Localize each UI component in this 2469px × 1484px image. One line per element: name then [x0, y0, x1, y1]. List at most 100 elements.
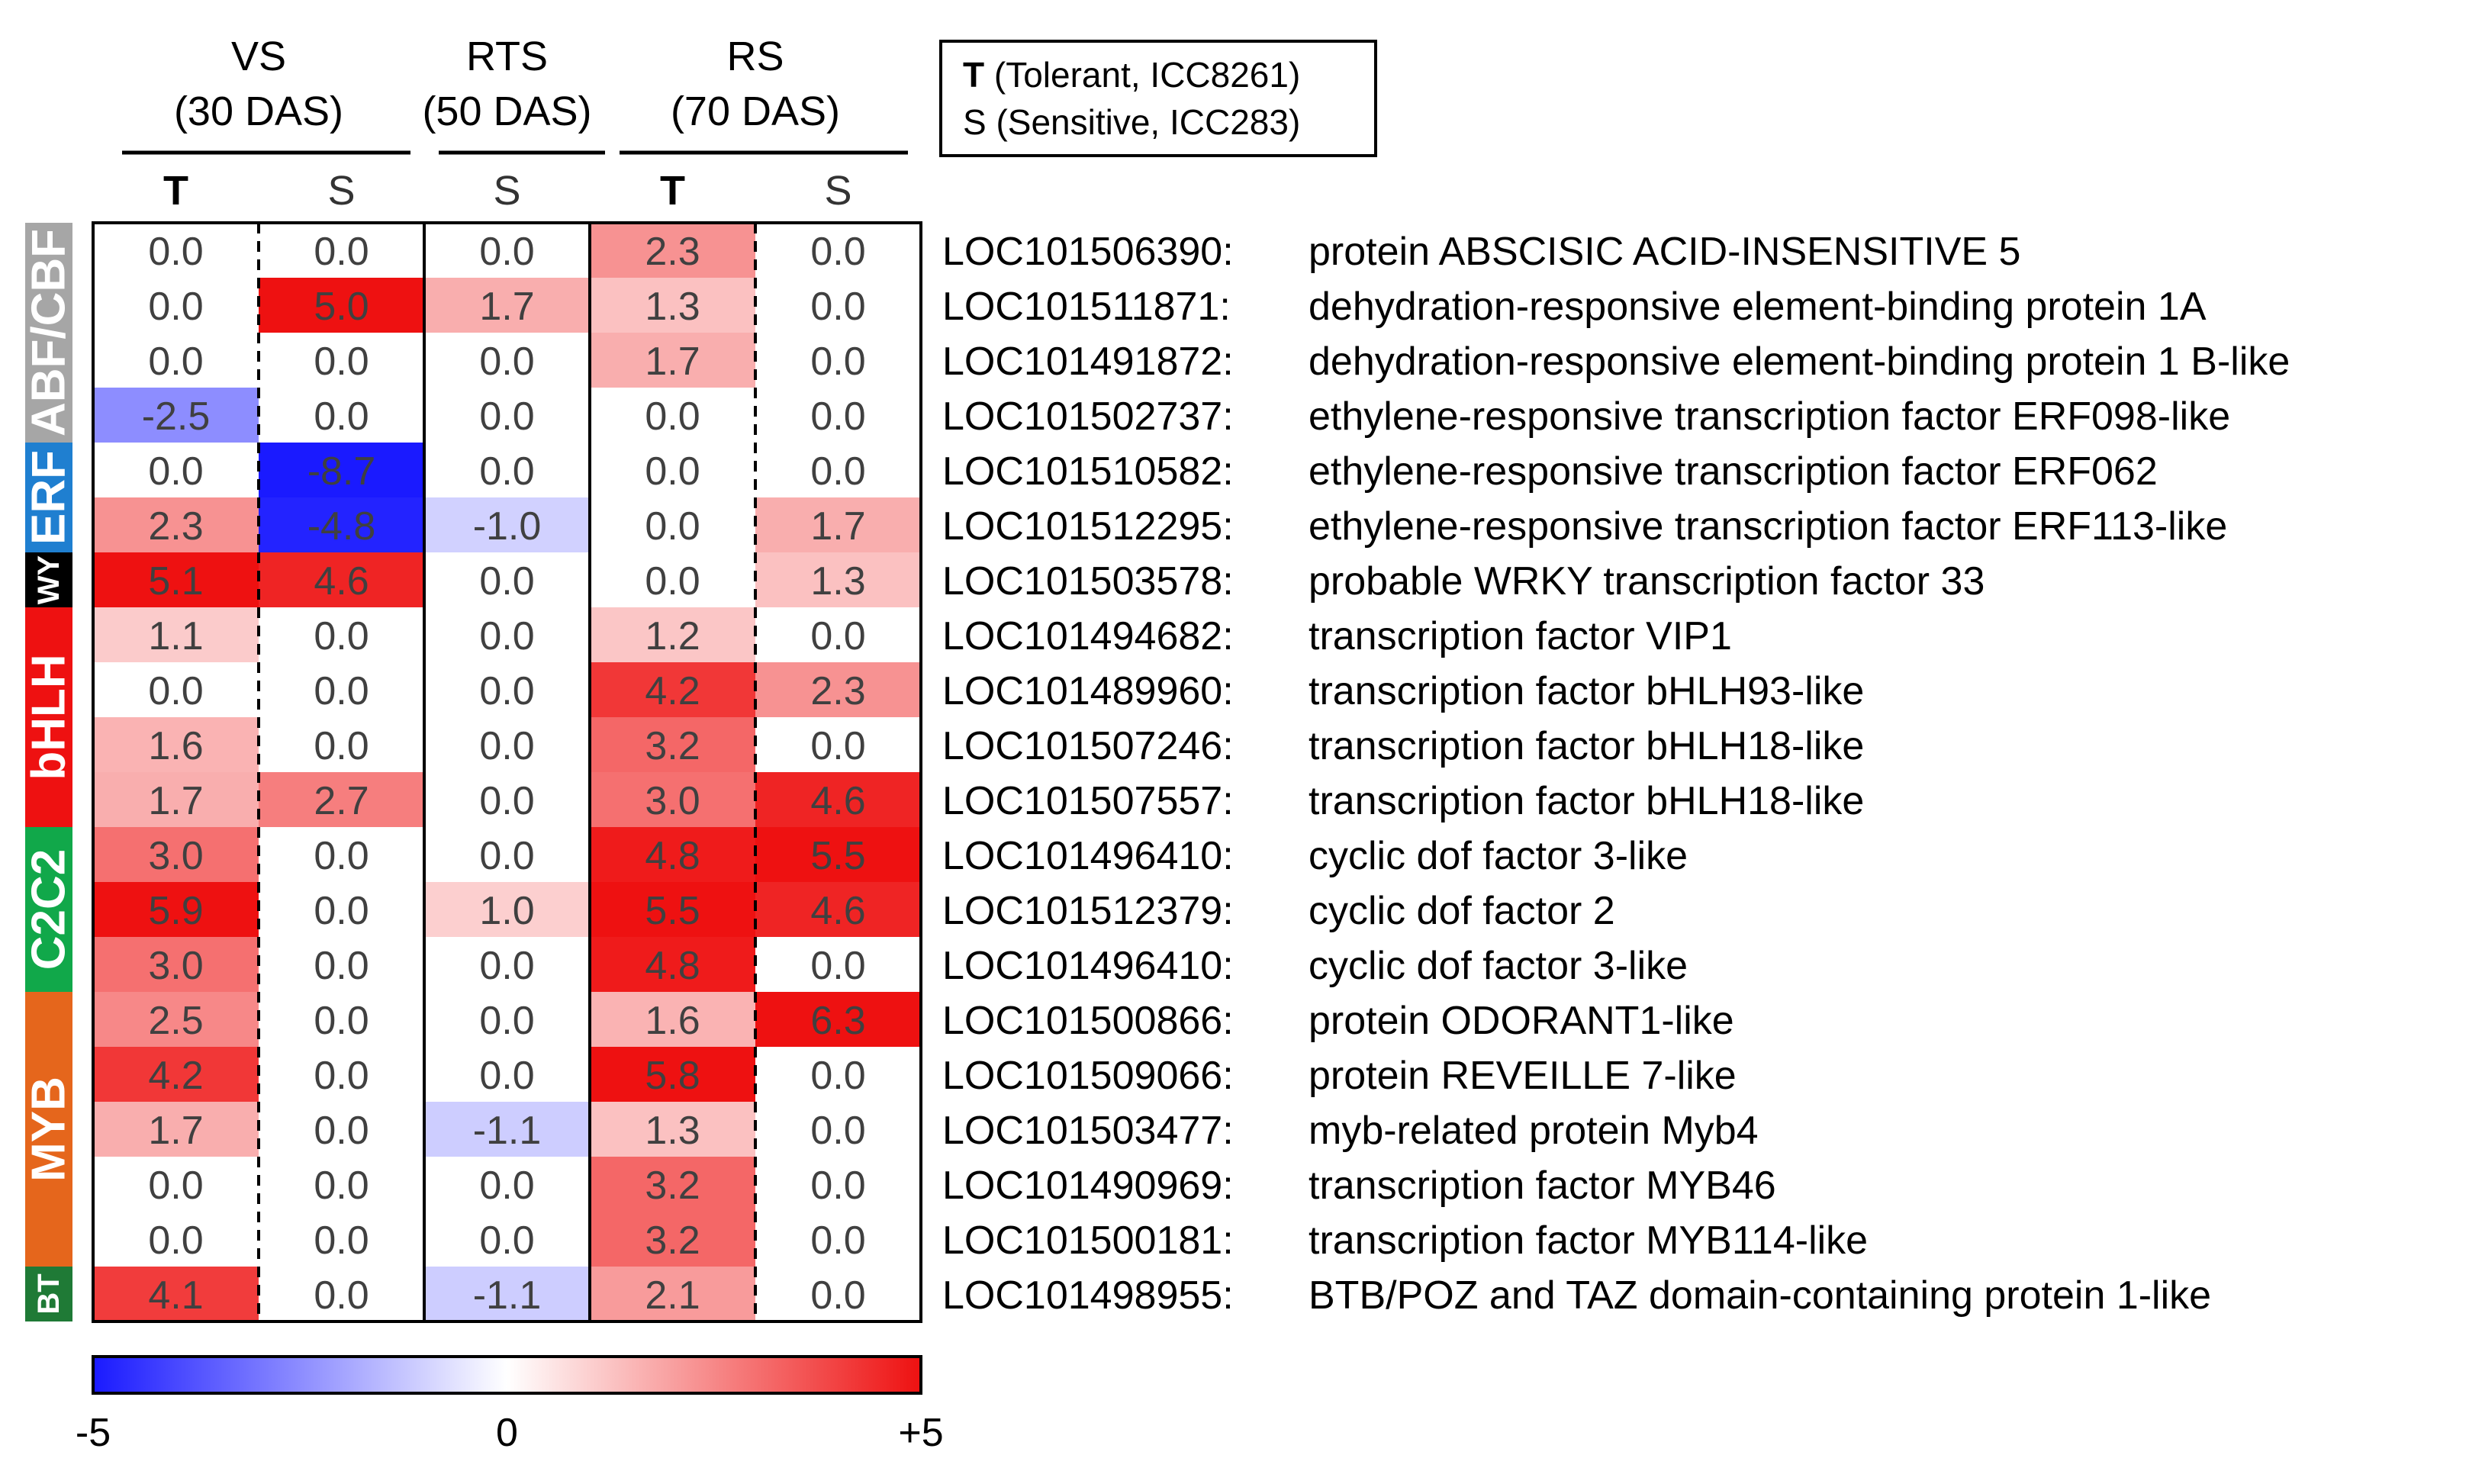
heatmap-cell: [755, 1267, 921, 1321]
cell-value: 0.0: [810, 944, 865, 988]
cell-value: 0.0: [810, 724, 865, 768]
cell-value: 1.3: [810, 559, 865, 604]
gene-id: LOC101503578:: [942, 559, 1234, 604]
gene-id: LOC101510582:: [942, 449, 1234, 494]
heatmap-cell: [590, 772, 755, 827]
cell-value: 1.3: [645, 285, 700, 329]
cell-value: 6.3: [810, 999, 865, 1043]
heatmap-cell: [590, 662, 755, 717]
heatmap-cell: [93, 1212, 259, 1267]
cell-value: -8.7: [307, 449, 376, 494]
cell-value: -4.8: [307, 504, 376, 549]
heatmap-cell: [755, 278, 921, 333]
family-bar: [25, 992, 72, 1267]
cell-value: 0.0: [314, 1218, 369, 1263]
column-header: T: [163, 168, 188, 214]
gene-id: LOC101496410:: [942, 944, 1234, 988]
colorbar-tick-label: 0: [496, 1411, 518, 1455]
cell-value: 4.2: [645, 669, 700, 713]
heatmap-cell: [93, 443, 259, 497]
legend-box: [939, 40, 1377, 157]
gene-description: BTB/POZ and TAZ domain-containing protei…: [1309, 1273, 2211, 1318]
cell-value: 0.0: [314, 394, 369, 439]
column-header: T: [660, 168, 685, 214]
heatmap-cell: [424, 443, 590, 497]
cell-value: 0.0: [314, 669, 369, 713]
family-bar: [25, 1267, 72, 1321]
gene-description: ethylene-responsive transcription factor…: [1309, 504, 2227, 549]
heatmap-cell: [424, 772, 590, 827]
gene-id: LOC101503477:: [942, 1109, 1234, 1153]
cell-value: 3.2: [645, 724, 700, 768]
cell-value: 0.0: [810, 449, 865, 494]
cell-value: 0.0: [645, 449, 700, 494]
cell-value: 0.0: [479, 449, 534, 494]
stage-subtitle: (70 DAS): [671, 89, 840, 134]
heatmap-cell: [590, 1267, 755, 1321]
heatmap-cell: [93, 552, 259, 607]
heatmap-cell: [755, 772, 921, 827]
cell-value: 1.7: [810, 504, 865, 549]
cell-value: 0.0: [314, 999, 369, 1043]
heatmap-cell: [590, 882, 755, 937]
heatmap-cell: [424, 278, 590, 333]
cell-value: 4.6: [314, 559, 369, 604]
heatmap-cell: [755, 1212, 921, 1267]
cell-value: 0.0: [810, 1218, 865, 1263]
heatmap-cell: [259, 388, 424, 443]
stage-subtitle: (50 DAS): [422, 89, 591, 134]
cell-value: 0.0: [810, 340, 865, 384]
cell-value: 3.0: [148, 944, 203, 988]
heatmap-cell: [424, 552, 590, 607]
gene-description: protein ABSCISIC ACID-INSENSITIVE 5: [1309, 230, 2020, 274]
cell-value: 2.5: [148, 999, 203, 1043]
heatmap-cell: [590, 1157, 755, 1212]
stage-name: RTS: [466, 34, 548, 79]
gene-description: ethylene-responsive transcription factor…: [1309, 449, 2158, 494]
heatmap-cell: [755, 717, 921, 772]
heatmap-cell: [590, 278, 755, 333]
heatmap-cell: [259, 772, 424, 827]
heatmap-cell: [93, 717, 259, 772]
heatmap-cell: [424, 497, 590, 552]
cell-value: -1.0: [473, 504, 542, 549]
cell-value: 0.0: [810, 230, 865, 274]
gene-description: transcription factor bHLH18-like: [1309, 779, 1864, 823]
gene-id: LOC101506390:: [942, 230, 1234, 274]
cell-value: 4.8: [645, 834, 700, 878]
gene-description: transcription factor bHLH18-like: [1309, 724, 1864, 768]
heatmap-cell: [755, 992, 921, 1047]
cell-value: 0.0: [479, 779, 534, 823]
legend-text-s: (Sensitive, ICC283): [987, 102, 1301, 142]
heatmap-cell: [259, 827, 424, 882]
cell-value: 0.0: [479, 1218, 534, 1263]
column-header: S: [327, 168, 355, 214]
heatmap-cell: [93, 882, 259, 937]
cell-value: 2.3: [645, 230, 700, 274]
heatmap-cell: [424, 223, 590, 278]
cell-value: 0.0: [148, 340, 203, 384]
heatmap-cell: [93, 333, 259, 388]
cell-value: 0.0: [148, 1218, 203, 1263]
family-label: WY: [32, 555, 66, 604]
gene-description: transcription factor MYB114-like: [1309, 1218, 1868, 1263]
legend-line-tolerant: T (Tolerant, ICC8261): [963, 55, 1300, 95]
cell-value: -2.5: [142, 394, 211, 439]
cell-value: 0.0: [810, 285, 865, 329]
heatmap-cell: [424, 882, 590, 937]
cell-value: 5.0: [314, 285, 369, 329]
heatmap-cell: [590, 1212, 755, 1267]
heatmap-cell: [755, 223, 921, 278]
cell-value: 5.5: [645, 889, 700, 933]
heatmap-cell: [424, 333, 590, 388]
stage-subtitle: (30 DAS): [174, 89, 343, 134]
cell-value: -1.1: [473, 1109, 542, 1153]
heatmap-cell: [755, 333, 921, 388]
gene-id: LOC101500181:: [942, 1218, 1234, 1263]
cell-value: 1.6: [148, 724, 203, 768]
cell-value: 0.0: [479, 614, 534, 658]
cell-value: 1.0: [479, 889, 534, 933]
cell-value: 3.2: [645, 1218, 700, 1263]
heatmap-cell: [424, 992, 590, 1047]
